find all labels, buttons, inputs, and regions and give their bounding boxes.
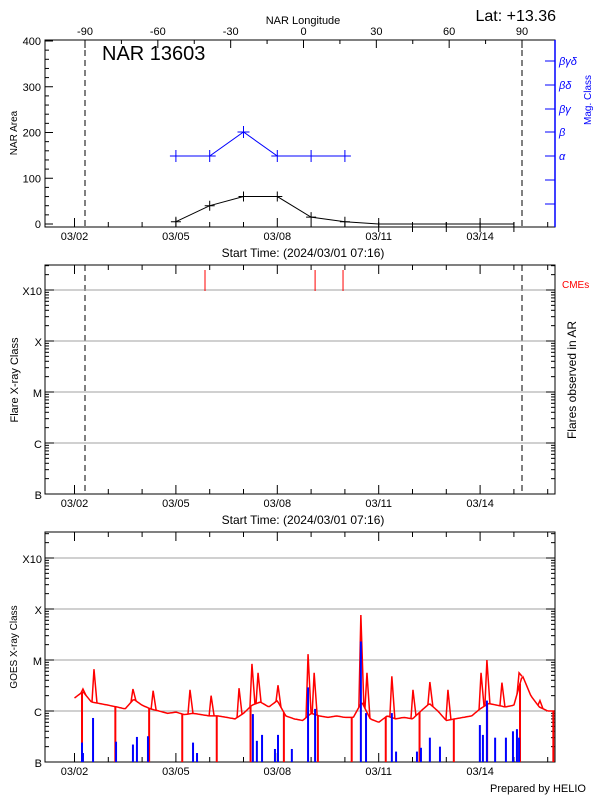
- goes-spike: [275, 685, 282, 708]
- area-point: [475, 222, 486, 232]
- magclass-point: [305, 150, 318, 162]
- magclass-tick-label: α: [559, 151, 566, 163]
- goes-spike: [311, 672, 318, 716]
- x-tick-label: 03/14: [466, 231, 494, 243]
- class-tick-label: X: [35, 605, 43, 617]
- goes-spike: [130, 688, 137, 703]
- x-tick-label: 03/02: [61, 231, 89, 243]
- class-tick-label: X10: [22, 554, 42, 566]
- x-tick-label: 03/02: [61, 498, 89, 510]
- magclass-point: [338, 150, 351, 162]
- x-tick-label: 03/11: [365, 766, 392, 778]
- goes-spike: [364, 672, 371, 719]
- x-tick-label: 03/08: [264, 498, 292, 510]
- credit-label: Prepared by HELIO: [490, 783, 586, 795]
- flare-ylabel: Flare X-ray Class: [9, 337, 21, 422]
- area-y-tick-label: 200: [23, 128, 41, 140]
- goes-spike: [499, 682, 506, 707]
- magclass-tick-label: βγ: [558, 104, 572, 116]
- class-tick-label: B: [35, 490, 42, 502]
- goes-ylabel: GOES X-ray Class: [9, 605, 20, 688]
- x-tick-label: 03/11: [365, 231, 392, 243]
- magclass-tick-label: βδ: [558, 80, 572, 92]
- longitude-tick-label: 30: [370, 26, 382, 38]
- goes-spike: [484, 659, 491, 706]
- area-y-tick-label: 400: [23, 36, 41, 48]
- x-tick-label: 03/05: [162, 231, 190, 243]
- panel-2-frame: [44, 531, 556, 763]
- x-tick-label: 03/14: [466, 498, 494, 510]
- longitude-tick-label: -60: [150, 26, 166, 38]
- goes-spike: [478, 672, 485, 710]
- goes-spike: [91, 669, 98, 704]
- x-tick-label: 03/08: [264, 231, 292, 243]
- goes-spike: [358, 615, 365, 708]
- top-xlabel: Start Time: (2024/03/01 07:16): [222, 246, 385, 260]
- area-point: [204, 200, 215, 211]
- magclass-tick-label: β: [558, 127, 566, 139]
- magclass-tick-label: βγδ: [558, 56, 578, 68]
- longitude-tick-label: 0: [300, 26, 306, 38]
- goes-spike: [305, 654, 312, 718]
- latitude-label: Lat: +13.36: [475, 8, 556, 25]
- class-tick-label: X: [35, 337, 43, 349]
- middle-xlabel: Start Time: (2024/03/01 07:16): [222, 513, 385, 527]
- magclass-line: [175, 131, 345, 157]
- area-point: [508, 222, 519, 232]
- area-point: [306, 212, 317, 223]
- class-tick-label: M: [33, 388, 42, 400]
- longitude-axis-title: NAR Longitude: [266, 15, 341, 27]
- x-tick-label: 03/08: [264, 766, 292, 778]
- goes-spike: [187, 689, 194, 715]
- goes-spike: [537, 698, 544, 709]
- panel-0-frame: [44, 39, 556, 228]
- cme-label: CMEs: [562, 280, 589, 291]
- x-tick-label: 03/14: [466, 766, 494, 778]
- magclass-point: [271, 150, 284, 162]
- class-tick-label: C: [34, 439, 42, 451]
- flares-in-ar-label: Flares observed in AR: [565, 321, 579, 439]
- area-ylabel: NAR Area: [9, 110, 20, 155]
- goes-spike: [389, 676, 396, 719]
- longitude-tick-label: -30: [223, 26, 239, 38]
- area-point: [407, 222, 418, 232]
- class-tick-label: X10: [22, 286, 42, 298]
- goes-spike: [80, 687, 87, 696]
- region-label: NAR 13603: [102, 43, 205, 65]
- class-tick-label: C: [34, 707, 42, 719]
- magclass-point: [169, 150, 182, 162]
- x-tick-label: 03/05: [162, 766, 190, 778]
- longitude-tick-label: -90: [77, 26, 93, 38]
- goes-spike: [445, 689, 452, 721]
- area-y-tick-label: 300: [23, 82, 41, 94]
- goes-spike: [150, 690, 157, 711]
- magclass-ylabel: Mag. Class: [583, 75, 594, 125]
- longitude-tick-label: 60: [443, 26, 455, 38]
- area-point: [170, 216, 181, 227]
- goes-spike: [236, 688, 243, 718]
- goes-spike: [208, 695, 215, 717]
- x-tick-label: 03/02: [61, 766, 89, 778]
- area-point: [272, 191, 283, 202]
- x-tick-label: 03/11: [365, 498, 392, 510]
- goes-spike: [427, 681, 434, 707]
- longitude-tick-label: 90: [516, 26, 528, 38]
- area-point: [339, 216, 350, 227]
- class-tick-label: B: [35, 758, 42, 770]
- magclass-point: [203, 150, 216, 162]
- x-tick-label: 03/05: [162, 498, 190, 510]
- magclass-point: [237, 126, 250, 138]
- goes-spike: [249, 663, 256, 708]
- goes-spike: [410, 689, 417, 719]
- area-y-tick-label: 100: [23, 173, 41, 185]
- panel-1-frame: [44, 264, 556, 495]
- goes-spike: [516, 671, 523, 695]
- goes-spike: [255, 672, 262, 704]
- area-point: [441, 222, 452, 232]
- class-tick-label: M: [33, 656, 42, 668]
- area-point: [373, 222, 384, 232]
- area-point: [238, 191, 249, 202]
- area-y-tick-label: 0: [35, 219, 41, 231]
